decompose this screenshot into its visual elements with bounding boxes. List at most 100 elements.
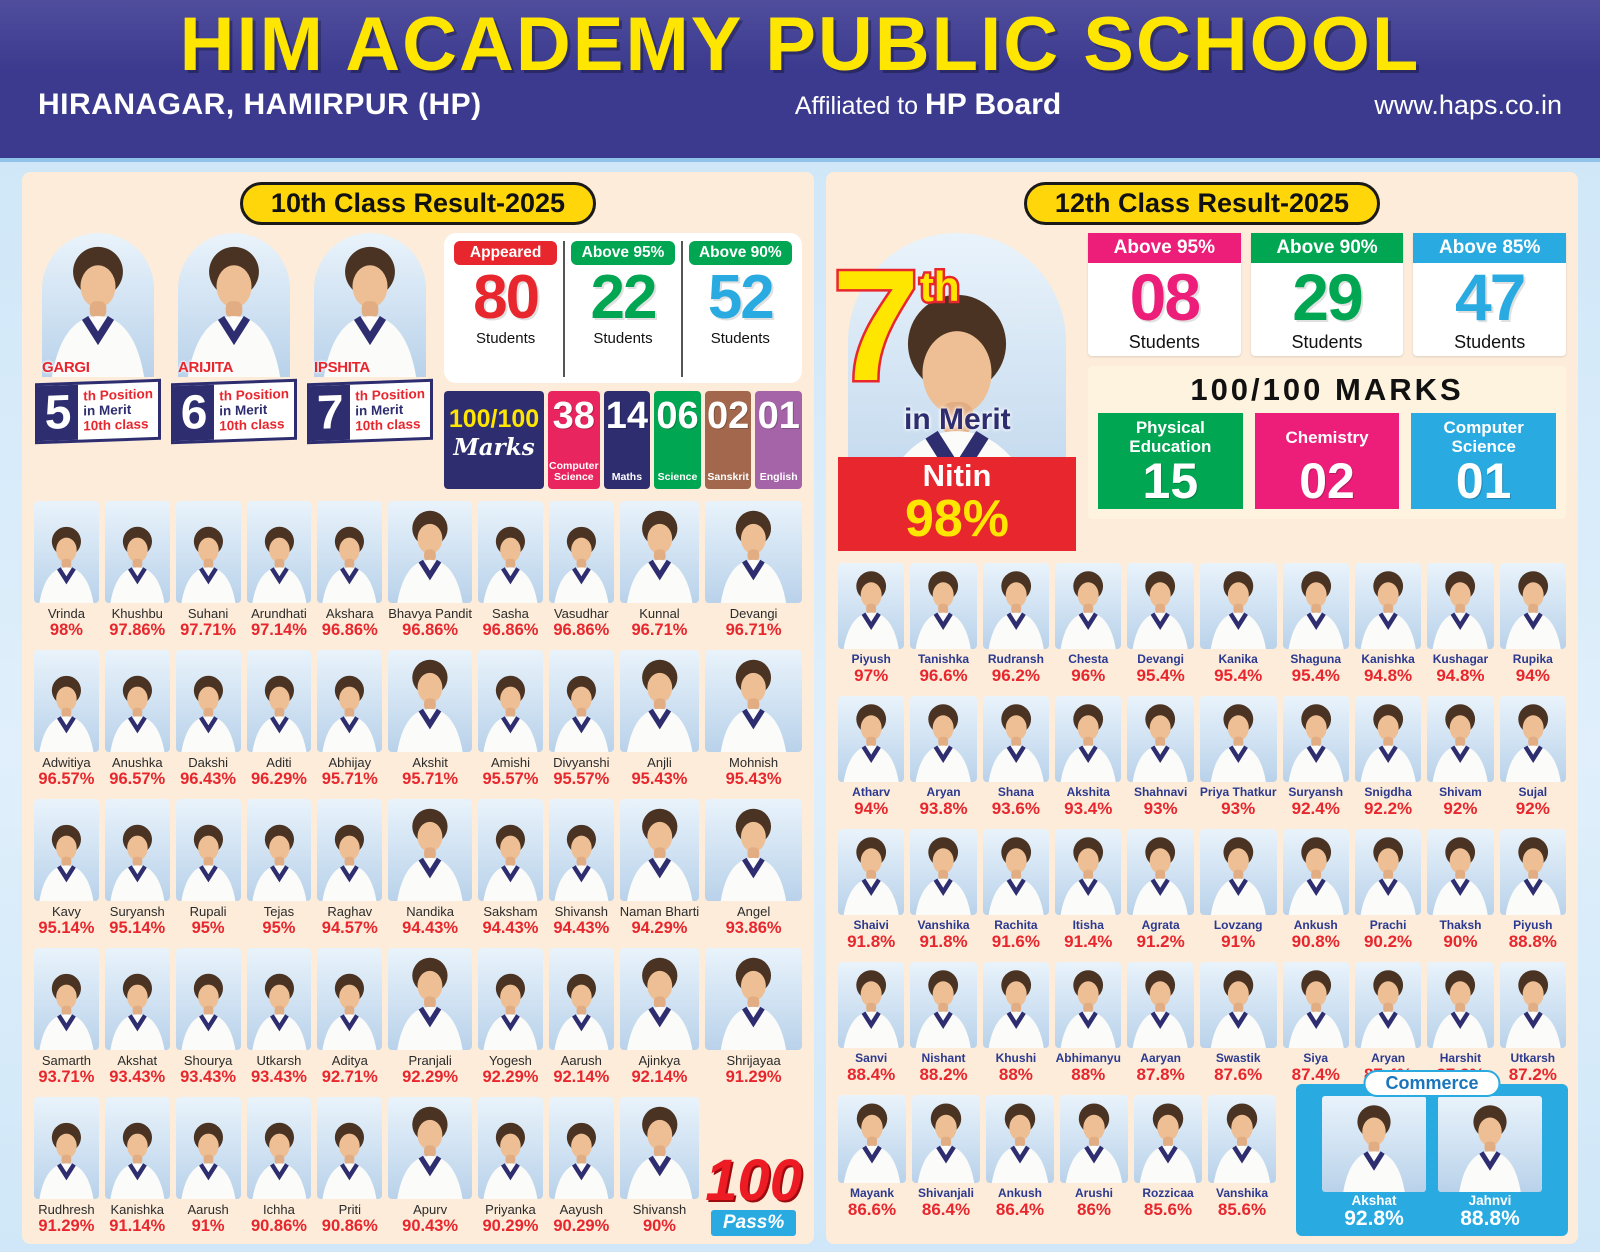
student-photo-avatar [483,973,538,1050]
student-photo [982,829,1050,915]
student-name: Harshit [1439,1051,1482,1065]
student-name: Ajinkya [638,1053,681,1068]
student-photo [1127,563,1194,649]
student-name: Shourya [183,1053,233,1068]
student-percentage: 95.43% [725,770,782,788]
student-name: Mayank [849,1186,895,1200]
student-photo [175,501,241,603]
student-photo-avatar [1133,837,1189,915]
student-card: Aaryan 87.8% [1127,962,1194,1085]
student-percentage: 94.43% [553,919,610,937]
student-photo [317,501,383,603]
commerce-section: Commerce Akshat 92.8% Jahnvi 88.8% [1296,1070,1568,1236]
student-percentage: 94.8% [1436,666,1485,685]
full-marks-subject-box: 14 Maths [603,391,651,489]
student-card: Thaksh 90% [1427,829,1494,952]
merit-topper: 7th in Merit Nitin 98% [830,233,1076,551]
student-percentage: 90.8% [1291,932,1340,951]
full-marks-subject-box: 02 Sanskrit [704,391,752,489]
student-percentage: 93% [1221,799,1256,818]
student-name: Aryan [926,785,961,799]
student-percentage: 96.29% [250,770,307,788]
student-photo [548,501,614,603]
student-photo [982,696,1050,782]
student-photo [478,501,543,603]
position-number: 7 [310,384,351,442]
student-name: Akshara [325,606,374,621]
merit-percentage: 98% [904,490,1010,548]
merit-rank-number: 7 [830,238,923,414]
student-percentage: 88% [1071,1065,1106,1084]
student-photo [34,948,99,1050]
student-card: Akshita 93.4% [1055,696,1122,819]
student-photo-avatar [181,824,236,901]
result-stat-value: 52 [707,263,775,332]
student-percentage: 92.4% [1291,799,1340,818]
student-photo-avatar [181,973,236,1050]
student-photo-avatar [1133,970,1189,1048]
student-percentage: 90% [642,1217,676,1235]
class12-stats-column: Above 95% 08 Students Above 90% 29 Students Ab… [1088,233,1567,551]
student-photo [1427,563,1494,649]
student-card: Ankush 86.4% [986,1095,1054,1220]
student-percentage: 88.8% [1460,1207,1520,1230]
result-stat: Above 90% 52 Students [680,241,798,377]
student-name: Devangi [1137,652,1184,666]
student-photo [910,696,977,782]
student-photo [1322,1096,1426,1192]
student-card: Aditi 96.29% [246,650,312,789]
student-percentage: 88% [998,1065,1033,1084]
student-card: Akshara 96.86% [317,501,383,640]
full-marks-count: 15 [1142,453,1199,510]
student-name: Thaksh [1439,918,1482,932]
student-card: Aayush 90.29% [548,1097,614,1236]
student-photo-avatar [110,1122,165,1199]
student-name: Shaguna [1290,652,1342,666]
student-card: Raghav 94.57% [317,799,383,938]
topper-photo [314,233,426,377]
student-name: Rupika [1512,652,1553,666]
student-photo [1499,962,1566,1048]
student-photo [246,650,312,752]
student-card: Arushi 86% [1060,1095,1128,1220]
result-stat-value: 80 [473,263,540,332]
student-photo-avatar [1060,837,1116,915]
student-name: Snigdha [1364,785,1412,799]
commerce-student-card: Akshat 92.8% [1322,1096,1426,1229]
school-location: HIRANAGAR, HAMIRPUR (HP) [38,88,482,122]
student-name: Shivansh [632,1202,687,1217]
student-photo-avatar [323,246,417,377]
class12-full-marks-panel: 100/100 MARKS Physical Education 15 Chemis… [1088,366,1566,520]
student-photo-avatar [1060,571,1116,649]
student-photo [317,650,383,752]
student-photo-avatar [1065,1103,1123,1183]
result-stat: Appeared 80 Students [448,241,563,377]
student-name: Vanshika [1215,1186,1269,1200]
student-percentage: 87.4% [1291,1065,1340,1084]
student-photo-avatar [915,970,972,1048]
student-card: Amishi 95.57% [478,650,543,789]
student-photo [910,829,977,915]
student-photo [246,1097,312,1199]
student-name: Suryansh [1288,785,1344,799]
student-card: Khushi 88% [982,962,1050,1085]
student-photo [705,501,802,603]
student-percentage: 94% [854,799,889,818]
student-card: Utkarsh 93.43% [246,948,312,1087]
student-card: Rachita 91.6% [982,829,1050,952]
student-percentage: 96.86% [482,621,539,639]
student-card: Piyush 88.8% [1499,829,1566,952]
student-name: Yogesh [489,1053,532,1068]
student-card: Vrinda 98% [34,501,99,640]
student-photo-avatar [483,824,538,901]
student-photo [1354,962,1422,1048]
student-card: Kavy 95.14% [34,799,99,938]
student-percentage: 97.86% [109,621,166,639]
student-photo [317,1097,383,1199]
student-percentage: 95.43% [631,770,688,788]
student-photo-avatar [720,808,787,901]
